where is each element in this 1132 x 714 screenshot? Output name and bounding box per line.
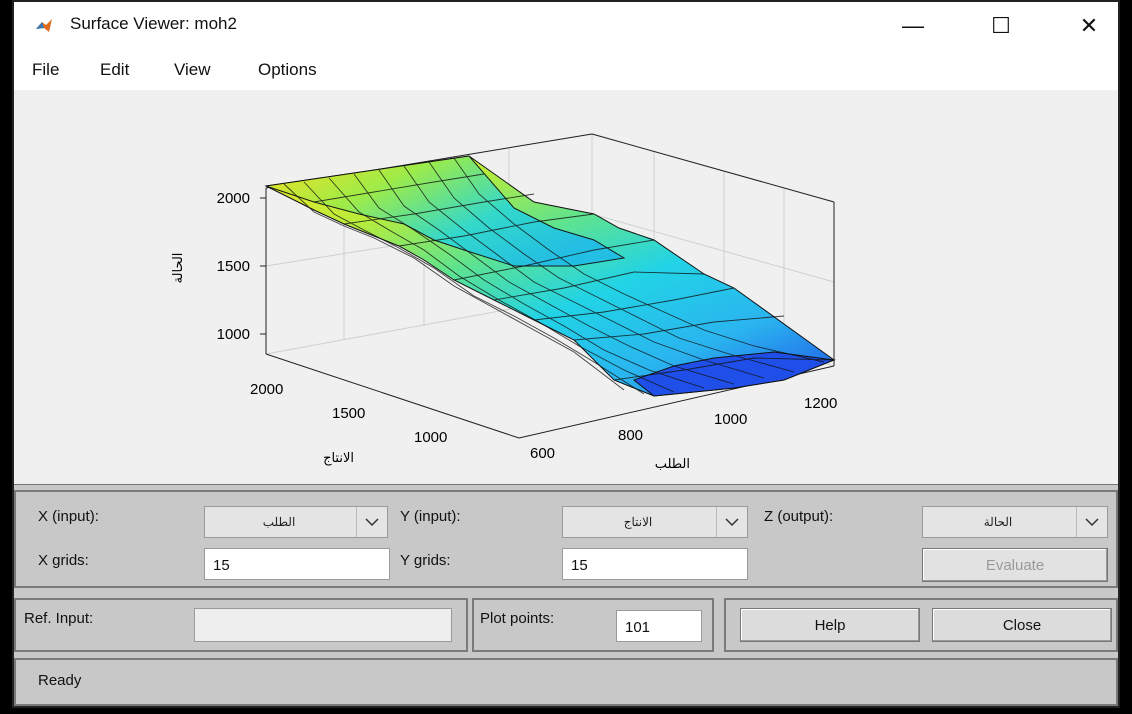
y-tick-label: 1500 <box>332 405 365 422</box>
menu-options[interactable]: Options <box>258 60 317 79</box>
minimize-button[interactable]: — <box>890 8 936 44</box>
surface-mesh <box>264 155 836 397</box>
plot-points-input[interactable]: 101 <box>616 610 702 642</box>
menu-view[interactable]: View <box>174 60 211 79</box>
x-grids-input[interactable]: 15 <box>204 548 390 580</box>
close-button[interactable]: Close <box>932 608 1112 642</box>
chevron-down-icon <box>1076 507 1107 537</box>
y-input-label: Y (input): <box>400 508 461 525</box>
x-tick-label: 1200 <box>804 395 837 412</box>
minimize-icon: — <box>902 13 924 38</box>
ref-input-label: Ref. Input: <box>24 610 94 627</box>
matlab-logo-icon <box>34 16 54 36</box>
y-axis-label: الانتاج <box>323 451 354 466</box>
z-output-label: Z (output): <box>764 508 834 525</box>
ref-input-panel: Ref. Input: <box>14 598 468 652</box>
close-icon: ✕ <box>1079 13 1099 38</box>
menu-bar: File Edit View Options <box>14 50 1118 90</box>
title-bar: Surface Viewer: moh2 — ☐ ✕ <box>14 2 1118 50</box>
action-buttons-panel: Help Close <box>724 598 1118 652</box>
surface-plot[interactable]: 2000 1500 1000 الحالة 2000 1500 1000 الا… <box>14 90 1118 484</box>
y-tick-label: 1000 <box>414 429 447 446</box>
z-output-value: الحالة <box>983 515 1013 529</box>
evaluate-button[interactable]: Evaluate <box>922 548 1108 582</box>
status-text: Ready <box>38 672 82 689</box>
help-button[interactable]: Help <box>740 608 920 642</box>
x-tick-label: 600 <box>530 445 555 462</box>
plot-points-label: Plot points: <box>480 610 555 627</box>
close-window-button[interactable]: ✕ <box>1066 8 1112 44</box>
variable-selection-panel: X (input): الطلب Y (input): الانتاج Z (o… <box>14 490 1118 588</box>
x-tick-label: 1000 <box>714 411 747 428</box>
chevron-down-icon <box>356 507 387 537</box>
x-input-label: X (input): <box>38 508 99 525</box>
y-tick-label: 2000 <box>250 381 283 398</box>
z-output-select[interactable]: الحالة <box>922 506 1108 538</box>
chevron-down-icon <box>716 507 747 537</box>
window-title: Surface Viewer: moh2 <box>70 14 237 33</box>
y-grids-input[interactable]: 15 <box>562 548 748 580</box>
y-input-select[interactable]: الانتاج <box>562 506 748 538</box>
ref-input-field[interactable] <box>194 608 452 642</box>
surface-viewer-window: Surface Viewer: moh2 — ☐ ✕ File Edit Vie… <box>12 0 1120 708</box>
plot-points-panel: Plot points: 101 <box>472 598 714 652</box>
menu-edit[interactable]: Edit <box>100 60 130 79</box>
x-input-value: الطلب <box>262 515 296 529</box>
status-bar: Ready <box>14 658 1118 706</box>
x-grids-label: X grids: <box>38 552 89 569</box>
z-tick-label: 1500 <box>217 258 250 275</box>
x-axis-label: الطلب <box>655 457 690 472</box>
y-grids-label: Y grids: <box>400 552 451 569</box>
maximize-icon: ☐ <box>991 13 1011 38</box>
x-tick-label: 800 <box>618 427 643 444</box>
surface-plot-area[interactable]: 2000 1500 1000 الحالة 2000 1500 1000 الا… <box>14 90 1118 485</box>
z-axis-label: الحالة <box>171 253 186 284</box>
z-tick-label: 2000 <box>217 190 250 207</box>
menu-file[interactable]: File <box>32 60 60 79</box>
z-tick-label: 1000 <box>217 326 250 343</box>
maximize-button[interactable]: ☐ <box>978 8 1024 44</box>
y-input-value: الانتاج <box>623 515 653 529</box>
x-input-select[interactable]: الطلب <box>204 506 388 538</box>
